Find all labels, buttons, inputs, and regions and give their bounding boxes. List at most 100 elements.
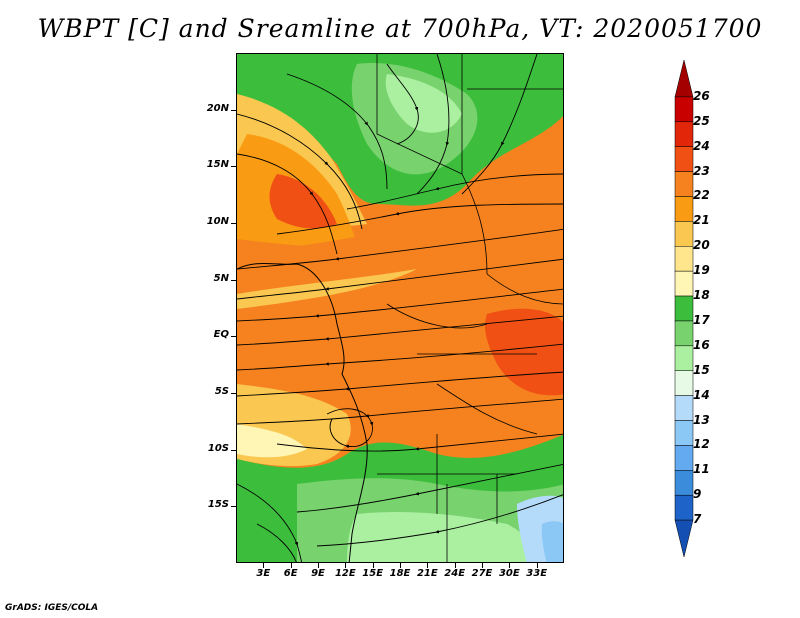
- streamline: [416, 54, 450, 195]
- streamline: [237, 315, 563, 346]
- streamline: [326, 408, 374, 449]
- field-south-pale: [347, 512, 537, 562]
- lon-tick: [482, 563, 483, 568]
- streamline: [237, 228, 563, 270]
- lon-tick-label: 24E: [444, 568, 466, 579]
- lat-tick-label: 5S: [214, 386, 229, 397]
- colorbar-swatch: [674, 221, 694, 247]
- colorbar-label: 15: [693, 362, 710, 377]
- lon-tick: [372, 563, 374, 568]
- lon-tick-label: 12E: [334, 568, 356, 579]
- streamlines: [237, 54, 563, 562]
- lon-tick-label: 9E: [311, 568, 325, 579]
- lon-tick: [454, 563, 456, 568]
- lat-tick-label: EQ: [213, 329, 229, 341]
- map-panel: [236, 53, 564, 563]
- colorbar-label: 16: [693, 337, 710, 352]
- colorbar-label: 21: [693, 213, 710, 228]
- lon-tick-label: 6E: [283, 568, 298, 579]
- border-line: [376, 54, 563, 562]
- lon-tick: [509, 563, 511, 568]
- lat-tick: [231, 506, 236, 508]
- colorbar-swatch: [674, 96, 694, 123]
- streamline: [316, 494, 563, 547]
- colorbar-label: 20: [693, 238, 710, 253]
- streamline: [237, 343, 563, 371]
- colorbar-swatch: [674, 445, 694, 471]
- grads-credit: GrADS: IGES/COLA: [5, 603, 99, 613]
- wbpt-field-map: [237, 54, 563, 562]
- lat-tick-label: 10N: [206, 216, 229, 227]
- field-se-blue-deep: [541, 521, 563, 562]
- colorbar-swatch: [674, 320, 694, 347]
- field-central-warm: [237, 194, 563, 399]
- colorbar-label: 26: [693, 88, 710, 103]
- colorbar-swatch: [674, 345, 694, 371]
- colorbar-swatch: [674, 295, 694, 322]
- lat-tick-label: 5N: [213, 272, 229, 284]
- colorbar: [674, 60, 694, 557]
- lon-tick-label: 21E: [416, 568, 438, 579]
- colorbar-label: 14: [693, 387, 710, 402]
- streamline: [461, 54, 538, 195]
- streamline: [296, 463, 563, 513]
- streamline: [237, 113, 363, 230]
- field-north-pale: [385, 74, 462, 133]
- lat-tick: [231, 166, 236, 168]
- colorbar-label: 23: [693, 163, 710, 178]
- lat-tick: [231, 336, 236, 338]
- lon-tick-label: 27E: [471, 568, 493, 579]
- colorbar-swatch: [674, 146, 694, 172]
- colorbar-swatch: [674, 121, 694, 147]
- streamline: [237, 483, 303, 562]
- colorbar-label: 12: [693, 437, 710, 452]
- streamline: [237, 398, 563, 425]
- lon-tick: [263, 563, 265, 568]
- colorbar-label: 18: [693, 288, 710, 303]
- streamline: [346, 173, 563, 210]
- colorbar-swatch: [674, 60, 694, 98]
- lat-tick: [231, 109, 236, 111]
- lon-tick: [427, 563, 429, 568]
- lon-tick: [536, 563, 538, 568]
- lon-tick-label: 30E: [498, 568, 520, 579]
- colorbar-swatch: [674, 395, 694, 421]
- colorbar-swatch: [674, 420, 694, 446]
- colorbar-swatch: [674, 196, 694, 222]
- field-sw-pale: [237, 424, 307, 458]
- coastline: [237, 263, 368, 562]
- colorbar-swatch: [674, 470, 694, 496]
- colorbar-swatch: [674, 270, 694, 297]
- streamline: [237, 153, 338, 255]
- lon-tick-label: 3E: [256, 568, 271, 579]
- map-title: WBPT [C] and Sreamline at 700hPa, VT: 20…: [37, 14, 763, 43]
- lat-tick: [231, 223, 236, 224]
- colorbar-label: 25: [693, 113, 710, 128]
- field-nw-hot: [269, 174, 337, 229]
- streamline: [237, 371, 563, 397]
- colorbar-label: 17: [693, 312, 710, 327]
- colorbar-label: 19: [693, 263, 710, 278]
- lat-tick: [231, 279, 236, 281]
- lat-tick-label: 10S: [207, 442, 229, 454]
- lon-tick-label: 18E: [389, 568, 411, 579]
- lon-tick: [400, 563, 401, 568]
- streamline: [237, 288, 563, 322]
- colorbar-label: 22: [693, 188, 710, 203]
- lon-tick: [290, 563, 292, 568]
- colorbar-swatch: [674, 171, 694, 197]
- lon-tick: [318, 563, 319, 568]
- colorbar-label: 11: [693, 462, 710, 477]
- streamline: [237, 258, 563, 300]
- lat-tick-label: 15S: [207, 499, 229, 511]
- colorbar-label: 9: [693, 487, 702, 502]
- colorbar-swatch: [674, 370, 694, 396]
- lat-tick-label: 15N: [206, 159, 229, 171]
- lon-tick-label: 15E: [362, 568, 384, 579]
- colorbar-swatch: [674, 494, 694, 521]
- lon-tick-label: 33E: [526, 568, 548, 579]
- lat-tick: [231, 393, 236, 394]
- lat-tick-label: 20N: [206, 102, 229, 114]
- streamline: [276, 203, 563, 235]
- colorbar-label: 13: [693, 412, 710, 427]
